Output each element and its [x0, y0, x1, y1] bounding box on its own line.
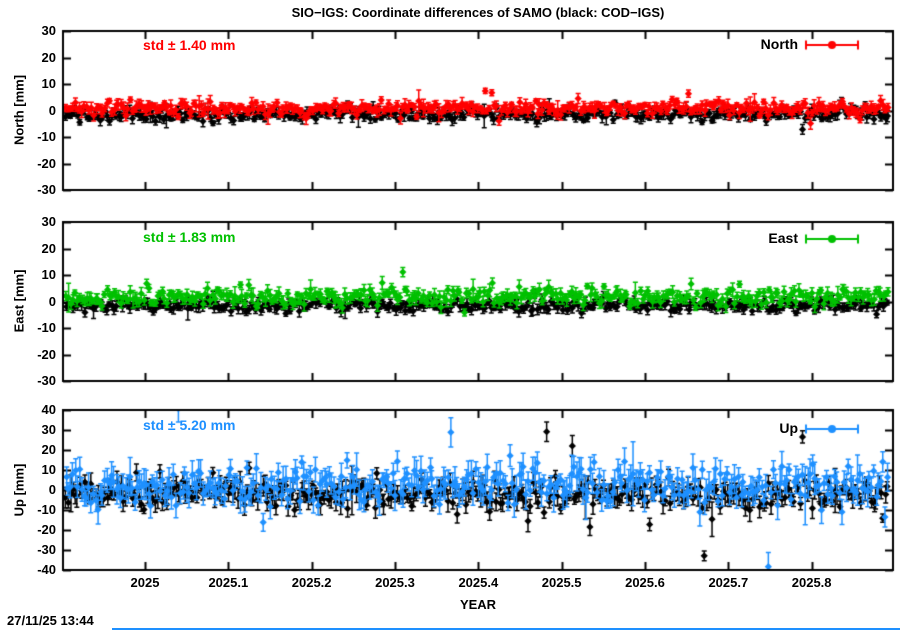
y-tick-label-up: -30 [37, 542, 56, 557]
y-tick-label-north: 0 [48, 102, 56, 118]
legend-label-east: East [768, 230, 798, 246]
y-tick-label-north: 30 [41, 23, 56, 38]
y-tick-label-up: 20 [41, 442, 56, 457]
chart-title: SIO−IGS: Coordinate differences of SAMO … [291, 5, 665, 20]
y-tick-label-up: -20 [37, 522, 56, 537]
x-tick-label: 2025.8 [791, 575, 832, 590]
std-label-up: std ± 5.20 mm [143, 417, 236, 433]
x-tick-label: 2025.6 [625, 575, 665, 590]
legend-label-north: North [760, 36, 798, 52]
y-tick-label-east: -10 [37, 320, 56, 335]
y-tick-label-up: 40 [41, 402, 56, 417]
x-tick-label: 2025.7 [708, 575, 749, 590]
x-tick-label: 2025.3 [375, 575, 415, 590]
y-tick-label-north: 20 [41, 49, 56, 65]
bottom-status-line [112, 628, 900, 630]
std-label-north: std ± 1.40 mm [143, 37, 236, 53]
x-tick-label: 2025.5 [541, 575, 582, 590]
x-tick-label: 2025.4 [458, 575, 499, 590]
std-label-east: std ± 1.83 mm [143, 229, 236, 245]
y-tick-label-east: -20 [37, 346, 56, 362]
y-tick-label-east: -30 [37, 373, 56, 388]
y-tick-label-up: 0 [48, 482, 56, 497]
legend-label-up: Up [779, 420, 798, 436]
y-tick-label-east: 30 [41, 214, 56, 229]
y-tick-label-up: 30 [41, 422, 56, 437]
timestamp: 27/11/25 13:44 [7, 613, 94, 628]
y-tick-label-north: -30 [37, 182, 56, 197]
x-tick-label: 2025.1 [208, 575, 249, 590]
y-tick-label-east: 0 [48, 293, 56, 309]
y-tick-label-north: -10 [37, 129, 56, 144]
x-tick-label: 2025 [130, 575, 160, 590]
y-tick-label-north: -20 [37, 155, 56, 171]
y-tick-label-up: -40 [37, 562, 56, 577]
x-axis-label: YEAR [459, 597, 497, 612]
y-tick-label-up: -10 [37, 502, 56, 517]
x-tick-label: 2025.2 [291, 575, 332, 590]
y-tick-label-up: 10 [41, 462, 56, 477]
y-tick-label-east: 20 [41, 240, 56, 256]
y-tick-label-east: 10 [41, 267, 56, 282]
y-tick-label-north: 10 [41, 76, 56, 91]
